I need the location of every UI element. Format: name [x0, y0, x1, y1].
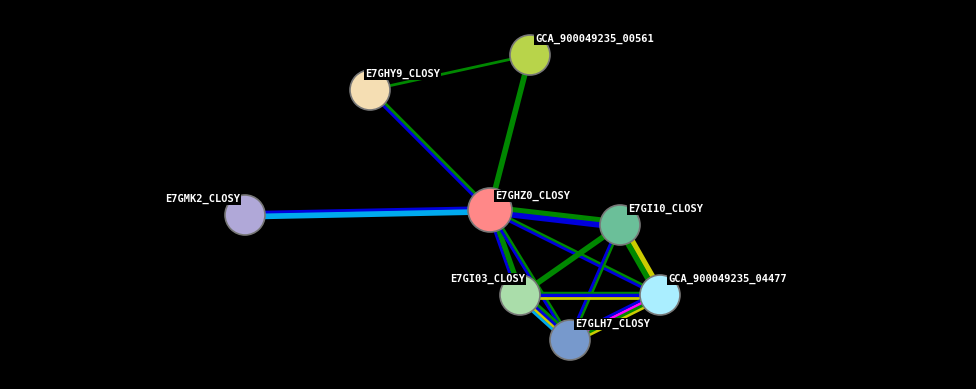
Text: E7GHY9_CLOSY: E7GHY9_CLOSY — [365, 69, 440, 79]
Text: E7GI10_CLOSY: E7GI10_CLOSY — [628, 204, 703, 214]
Circle shape — [640, 275, 680, 315]
Circle shape — [225, 195, 265, 235]
Text: E7GMK2_CLOSY: E7GMK2_CLOSY — [165, 194, 240, 204]
Text: E7GLH7_CLOSY: E7GLH7_CLOSY — [575, 319, 650, 329]
Text: GCA_900049235_00561: GCA_900049235_00561 — [535, 34, 654, 44]
Circle shape — [350, 70, 390, 110]
Text: GCA_900049235_04477: GCA_900049235_04477 — [668, 274, 787, 284]
Text: E7GHZ0_CLOSY: E7GHZ0_CLOSY — [495, 191, 570, 201]
Circle shape — [500, 275, 540, 315]
Circle shape — [600, 205, 640, 245]
Text: E7GI03_CLOSY: E7GI03_CLOSY — [450, 274, 525, 284]
Circle shape — [550, 320, 590, 360]
Circle shape — [468, 188, 512, 232]
Circle shape — [510, 35, 550, 75]
